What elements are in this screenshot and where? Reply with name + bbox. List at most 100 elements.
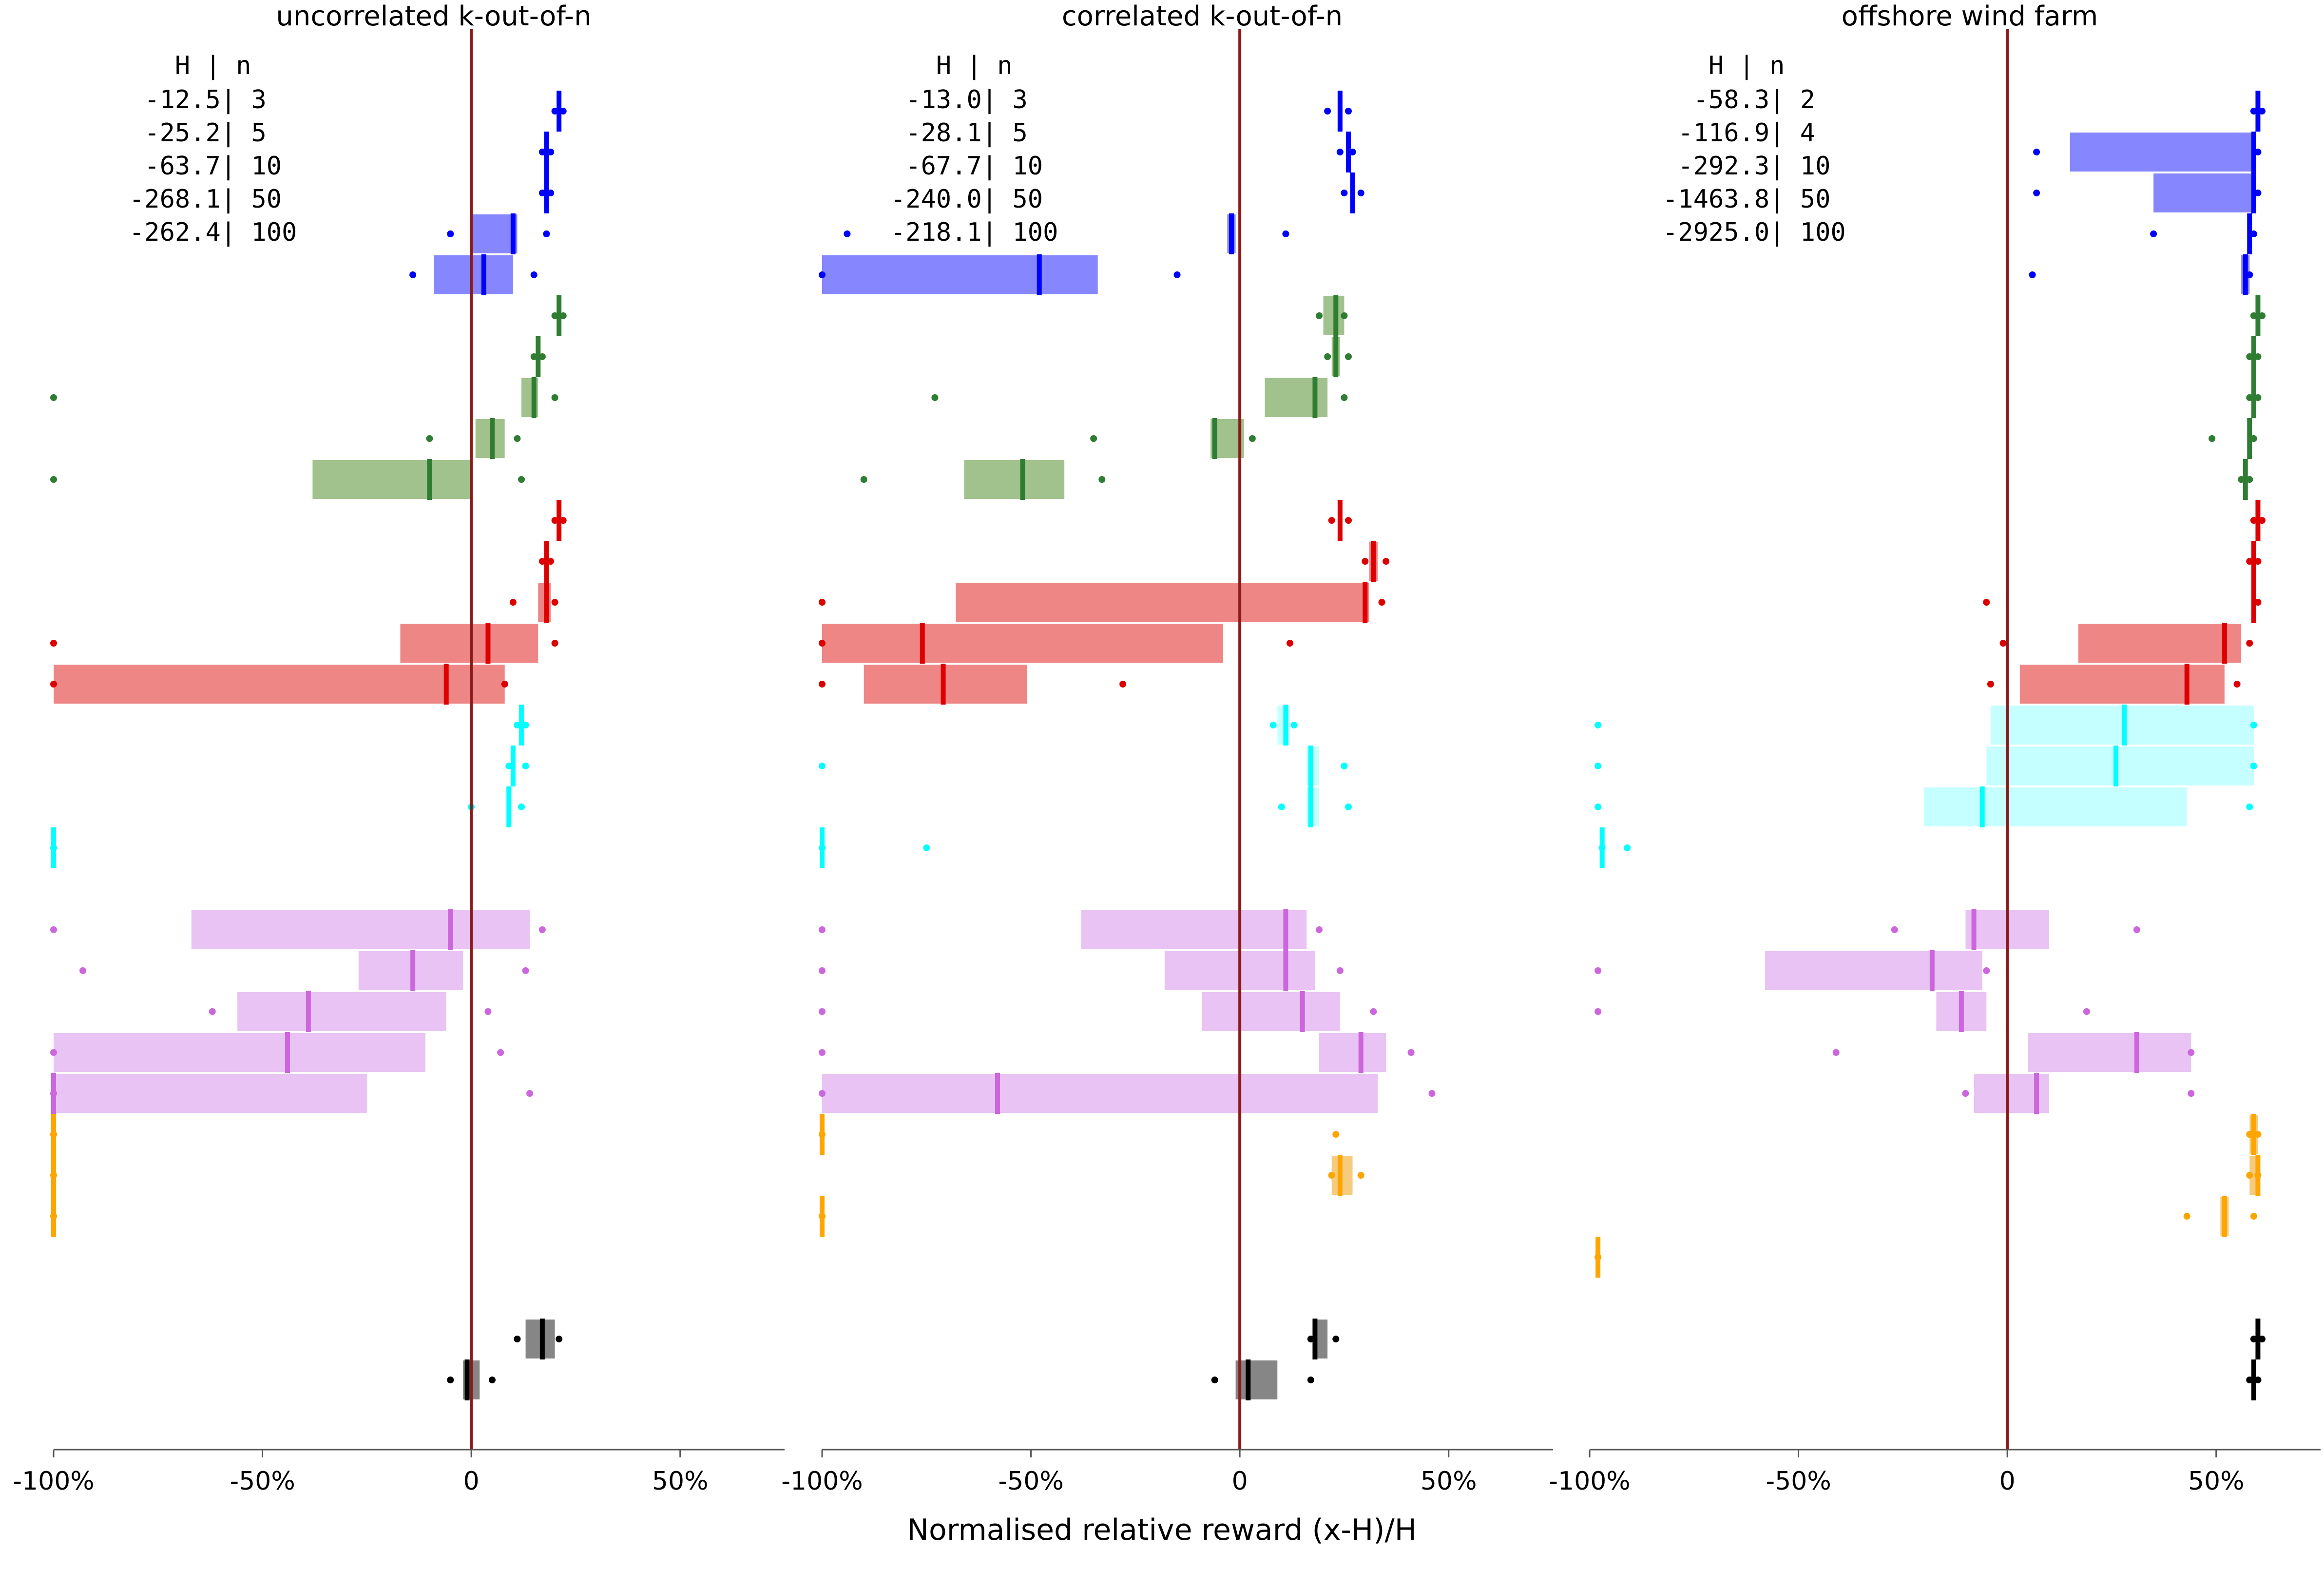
max-point xyxy=(2250,435,2257,442)
box-rect xyxy=(312,460,472,499)
legend-row: -218.1| 100 xyxy=(890,218,1058,247)
min-point xyxy=(551,517,558,524)
min-point xyxy=(209,1008,216,1015)
box-rect xyxy=(2028,1033,2191,1072)
x-tick-label: 0 xyxy=(1232,1467,1248,1496)
box-rect xyxy=(1265,378,1328,417)
max-point xyxy=(518,476,525,483)
min-point xyxy=(50,476,57,483)
min-point xyxy=(50,394,57,401)
max-point xyxy=(1307,1377,1314,1383)
max-point xyxy=(50,844,57,851)
min-point xyxy=(1891,926,1898,933)
box-rect xyxy=(1202,992,1340,1031)
panel-3: -100% -50% 0 50% offshore wind farm H | n -5… xyxy=(1549,0,2321,1496)
min-point xyxy=(2033,149,2040,155)
x-tick-label: 0 xyxy=(1999,1467,2016,1496)
legend-row: -28.1| 5 xyxy=(890,118,1028,148)
max-point xyxy=(1290,722,1298,728)
max-point xyxy=(2254,353,2262,360)
x-tick-label: 50% xyxy=(1421,1467,1477,1496)
x-tick-label: -100% xyxy=(1549,1467,1630,1496)
legend-row: -268.1| 50 xyxy=(129,185,282,214)
min-point xyxy=(1594,722,1602,728)
max-point xyxy=(1357,190,1364,196)
min-point xyxy=(2250,1336,2257,1342)
min-point xyxy=(2238,476,2245,483)
min-point xyxy=(409,271,417,278)
min-point xyxy=(530,353,538,360)
max-point xyxy=(2246,640,2253,647)
x-tick-label: -50% xyxy=(998,1467,1063,1496)
min-point xyxy=(538,558,546,565)
min-point xyxy=(426,435,433,442)
min-point xyxy=(1269,722,1277,728)
box-rect xyxy=(54,1074,367,1113)
max-point xyxy=(2259,1336,2266,1342)
panels: -100% -50% 0 50% uncorrelated k-out-of-n H |… xyxy=(13,0,2321,1496)
legend-row: -2925.0| 100 xyxy=(1663,218,1846,247)
max-point xyxy=(2254,190,2262,196)
max-point xyxy=(518,804,525,810)
max-point xyxy=(2254,1377,2262,1383)
min-point xyxy=(538,190,546,196)
max-point xyxy=(2246,804,2253,810)
min-point xyxy=(819,1090,826,1097)
max-point xyxy=(2246,271,2253,278)
min-point xyxy=(2150,230,2157,237)
x-tick-label: -100% xyxy=(13,1467,94,1496)
max-point xyxy=(1336,967,1344,974)
min-point xyxy=(1362,558,1369,565)
max-point xyxy=(551,394,558,401)
box-rect xyxy=(822,1074,1378,1113)
max-point xyxy=(501,681,508,688)
legend-row: -67.7| 10 xyxy=(890,152,1043,181)
max-point xyxy=(1345,353,1352,360)
max-point xyxy=(2133,926,2140,933)
max-point xyxy=(489,1377,496,1383)
min-point xyxy=(1328,1172,1335,1179)
min-point xyxy=(819,967,826,974)
max-point xyxy=(1428,1090,1436,1097)
box-rect xyxy=(2070,133,2254,172)
min-point xyxy=(819,1049,826,1056)
max-point xyxy=(2259,517,2266,524)
min-point xyxy=(2250,108,2257,115)
max-point xyxy=(1624,844,1631,851)
min-point xyxy=(860,476,867,483)
max-point xyxy=(543,230,550,237)
box-rect xyxy=(1923,787,2187,826)
min-point xyxy=(50,926,57,933)
min-point xyxy=(819,271,826,278)
max-point xyxy=(1345,804,1352,810)
box-rect xyxy=(1081,910,1307,949)
min-point xyxy=(447,1377,454,1383)
legend-row: -262.4| 100 xyxy=(129,218,297,247)
min-point xyxy=(819,1131,826,1138)
max-point xyxy=(1345,517,1352,524)
box-rect xyxy=(2019,665,2225,704)
min-point xyxy=(538,149,546,155)
min-point xyxy=(819,844,826,851)
max-point xyxy=(497,1049,504,1056)
max-point xyxy=(547,558,554,565)
legend-header: H | n xyxy=(1663,51,1785,80)
min-point xyxy=(79,967,86,974)
max-point xyxy=(1407,1049,1415,1056)
max-point xyxy=(2246,476,2253,483)
min-point xyxy=(1832,1049,1840,1056)
box-rect xyxy=(822,255,1098,294)
min-point xyxy=(819,640,826,647)
box-rect xyxy=(400,624,538,663)
min-point xyxy=(50,640,57,647)
min-point xyxy=(2246,1377,2253,1383)
max-point xyxy=(2254,1131,2262,1138)
box-rect xyxy=(1765,951,1982,990)
max-point xyxy=(559,312,567,319)
min-point xyxy=(50,1049,57,1056)
legend-row: -240.0| 50 xyxy=(890,185,1043,214)
legend-row: -292.3| 10 xyxy=(1663,152,1830,181)
max-point xyxy=(50,1172,57,1179)
x-tick-label: -100% xyxy=(781,1467,863,1496)
min-point xyxy=(1324,353,1331,360)
